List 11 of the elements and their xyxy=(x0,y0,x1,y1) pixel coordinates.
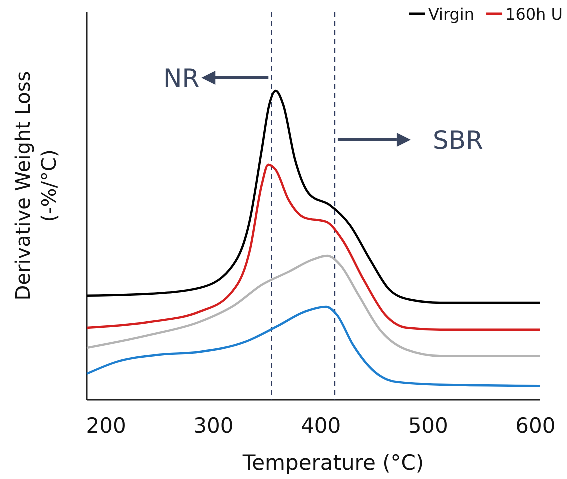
x-tick-label: 300 xyxy=(194,414,234,438)
annotation: NR xyxy=(164,64,200,93)
x-tick-label: 500 xyxy=(408,414,448,438)
legend-label: Virgin xyxy=(428,5,475,24)
x-tick-label: 600 xyxy=(516,414,556,438)
x-tick-label: 200 xyxy=(86,414,126,438)
x-axis-title: Temperature (°C) xyxy=(242,451,424,475)
y-axis-title: Derivative Weight Loss (-%/°C) xyxy=(11,71,61,301)
annotation: SBR xyxy=(432,126,484,155)
x-tick-label: 400 xyxy=(300,414,342,438)
legend-label: 160h U xyxy=(506,5,563,24)
